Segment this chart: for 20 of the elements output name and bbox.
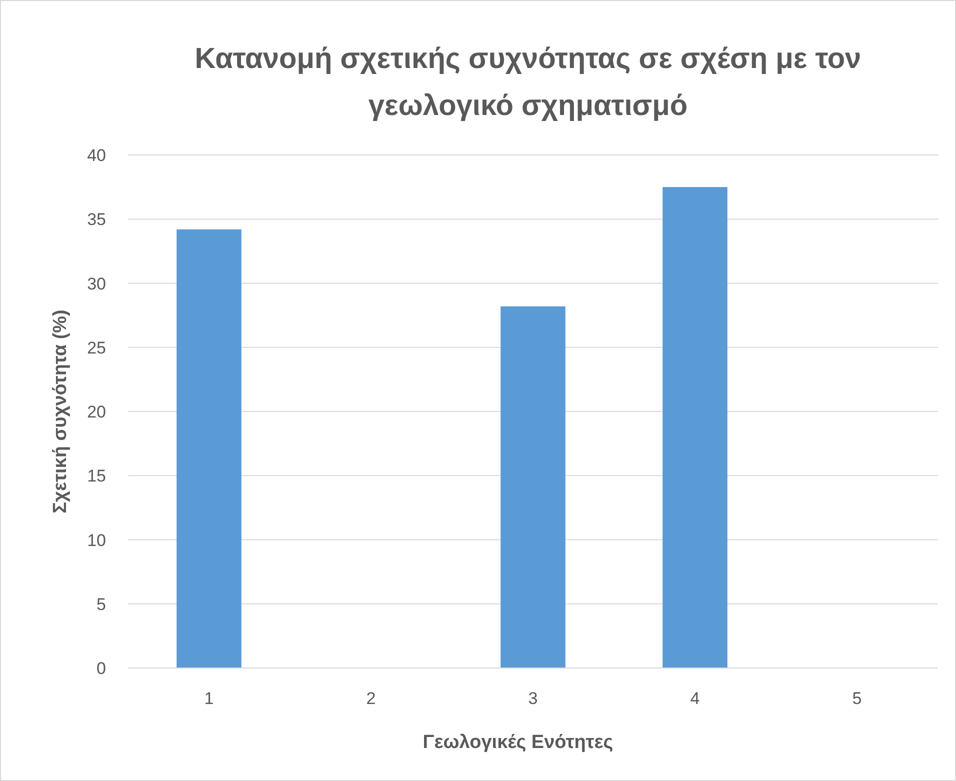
y-tick-label: 15 [87, 466, 106, 486]
y-tick-label: 35 [87, 210, 106, 230]
x-tick-label: 1 [204, 689, 214, 708]
bar [500, 306, 566, 668]
x-tick-label: 4 [690, 689, 700, 708]
y-tick-label: 20 [87, 402, 106, 422]
x-tick-label: 5 [852, 689, 862, 708]
y-tick-label: 0 [96, 659, 106, 678]
x-tick-label: 2 [366, 689, 376, 708]
bar [662, 187, 728, 668]
x-axis-title: Γεωλογικές Ενότητες [422, 732, 614, 753]
y-tick-label: 40 [87, 146, 106, 165]
chart-title: Κατανομή σχετικής συχνότητας σε σχέση με τον γεωλογικό σχηματισμό [194, 43, 862, 122]
y-tick-label: 30 [87, 274, 106, 294]
bar [176, 229, 242, 668]
y-tick-label: 25 [87, 338, 106, 358]
y-axis-title: Σχετική συχνότητα (%) [50, 310, 71, 514]
y-tick-label: 5 [96, 594, 106, 614]
y-tick-label: 10 [87, 530, 106, 550]
x-tick-label: 3 [528, 689, 538, 708]
